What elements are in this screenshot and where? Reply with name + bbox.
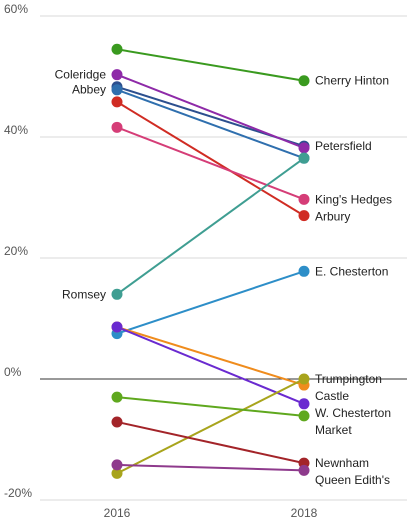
y-axis-tick-labels: -20% 0% 20% 40% 60% <box>4 2 32 500</box>
data-point <box>298 152 310 164</box>
series-label: Petersfield <box>315 139 372 153</box>
series-label: King's Hedges <box>315 192 392 206</box>
data-point <box>111 121 123 133</box>
data-point <box>111 416 123 428</box>
series-labels: Cherry Hinton Petersfield King's Hedges Arb… <box>55 68 392 487</box>
series-points <box>111 43 310 479</box>
data-point <box>111 391 123 403</box>
x-axis-tick-labels: 2016 2018 <box>104 506 318 520</box>
series-label: Cherry Hinton <box>315 74 389 88</box>
data-point <box>111 459 123 471</box>
data-point <box>298 265 310 277</box>
series-line <box>116 396 305 417</box>
left-series-label: Coleridge <box>55 68 107 82</box>
x-tick-label: 2016 <box>104 506 131 520</box>
series-label: Trumpington <box>315 372 382 386</box>
series-line <box>116 326 305 405</box>
data-point <box>298 193 310 205</box>
series-line <box>116 463 305 472</box>
data-point <box>111 43 123 55</box>
data-point <box>111 69 123 81</box>
data-point <box>298 398 310 410</box>
data-point <box>298 464 310 476</box>
series-line <box>116 88 305 160</box>
left-series-label: Romsey <box>62 287 106 301</box>
series-line <box>116 73 305 149</box>
y-tick-label: 20% <box>4 244 28 258</box>
data-point <box>111 96 123 108</box>
series-line <box>116 326 305 387</box>
data-point <box>111 321 123 333</box>
gridlines <box>40 15 407 501</box>
data-point <box>111 84 123 96</box>
series-label: E. Chesterton <box>315 264 388 278</box>
series-line <box>116 48 305 82</box>
left-series-label: Abbey <box>72 83 106 97</box>
data-point <box>298 373 310 385</box>
series-line <box>116 420 305 465</box>
series-line <box>116 101 305 217</box>
series-label: Castle <box>315 389 349 403</box>
y-tick-label: 60% <box>4 2 28 16</box>
y-tick-label: -20% <box>4 486 32 500</box>
series-line <box>116 378 305 475</box>
series-line <box>116 157 305 296</box>
data-point <box>298 75 310 87</box>
data-point <box>298 142 310 154</box>
series-label: Newnham <box>315 456 369 470</box>
y-tick-label: 40% <box>4 123 28 137</box>
series-label: Queen Edith's <box>315 473 390 487</box>
series-label: Arbury <box>315 209 350 223</box>
data-point <box>111 467 123 479</box>
data-point <box>298 410 310 422</box>
x-tick-label: 2018 <box>291 506 318 520</box>
y-tick-label: 0% <box>4 365 22 379</box>
series-label: W. Chesterton <box>315 406 391 420</box>
series-line <box>116 126 305 201</box>
series-line <box>116 270 305 335</box>
data-point <box>111 288 123 300</box>
data-point <box>298 210 310 222</box>
series-lines <box>116 48 305 475</box>
series-label: Market <box>315 423 352 437</box>
